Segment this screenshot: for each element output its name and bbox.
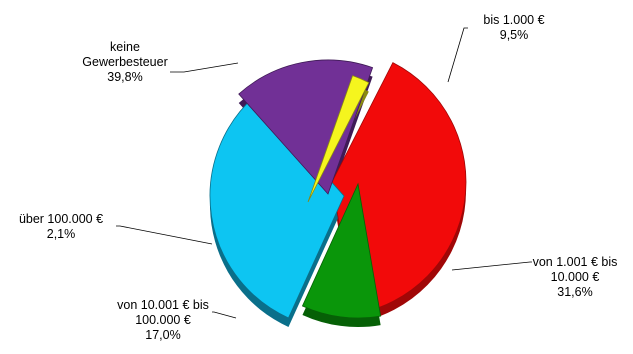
label-keine-gewerbesteuer: keine Gewerbesteuer 39,8% [82, 40, 168, 84]
leader-line-3 [116, 225, 213, 245]
leader-line-0 [170, 62, 239, 73]
leader-line-1 [447, 27, 468, 83]
pie-slice-4 [307, 75, 370, 203]
label-von-10001-bis-100000: von 10.001 € bis 100.000 € 17,0% [117, 298, 209, 342]
label-von-1001-bis-10000: von 1.001 € bis 10.000 € 31,6% [532, 255, 618, 299]
label-bis-1000: bis 1.000 € 9,5% [483, 13, 545, 42]
pie-slice-2 [209, 95, 345, 319]
pie-slice-1 [301, 182, 382, 319]
pie-slice-3 [238, 59, 374, 195]
leader-line-2 [451, 261, 532, 271]
leader-line-4 [212, 311, 237, 319]
label-ueber-100000: über 100.000 € 2,1% [18, 212, 104, 241]
